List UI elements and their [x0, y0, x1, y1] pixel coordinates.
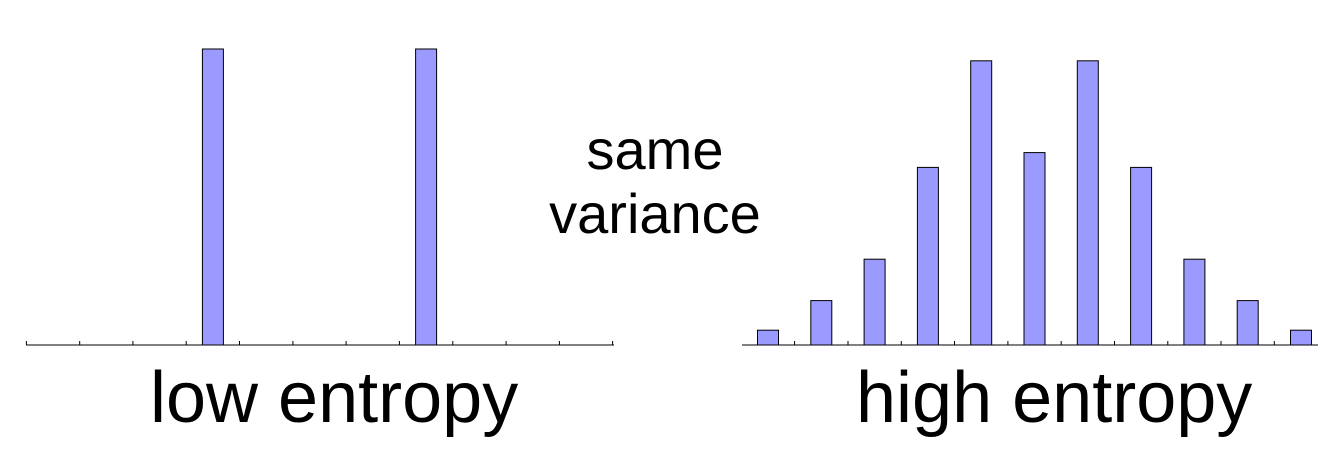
bar	[916, 166, 939, 346]
bar	[1130, 166, 1153, 346]
bar	[1236, 300, 1259, 346]
bar	[1183, 258, 1206, 346]
note-line-2: variance	[549, 182, 761, 245]
bar	[757, 329, 779, 346]
bar	[1290, 329, 1312, 346]
same-variance-note: same variance	[510, 118, 800, 246]
low-entropy-label: low entropy	[150, 358, 519, 438]
high-entropy-chart	[742, 60, 1318, 346]
bar	[810, 300, 833, 346]
note-line-1: same	[586, 118, 724, 181]
bar	[863, 258, 886, 346]
high-entropy-label: high entropy	[856, 358, 1253, 438]
bar	[415, 48, 438, 346]
bar	[1076, 60, 1099, 346]
bar	[1023, 152, 1046, 346]
bar	[970, 60, 993, 346]
bar	[201, 48, 224, 346]
low-entropy-chart	[25, 48, 614, 346]
